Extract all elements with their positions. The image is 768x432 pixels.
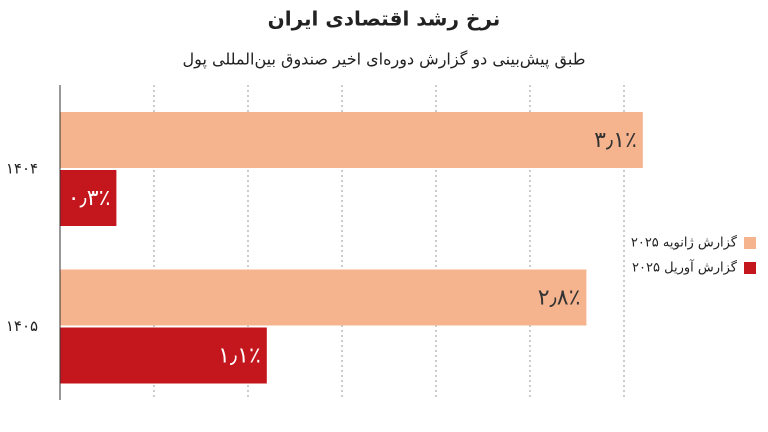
bar	[60, 269, 587, 326]
y-tick-label: ۱۴۰۴	[6, 160, 38, 178]
data-label: ۳٫۱٪	[594, 128, 637, 153]
legend-swatch	[744, 237, 756, 249]
chart-subtitle: طبق پیش‌بینی دو گزارش دوره‌ای اخیر صندوق…	[183, 50, 586, 70]
data-label: ۰٫۳٪	[68, 186, 111, 211]
bar	[60, 327, 267, 384]
chart-title: نرخ رشد اقتصادی ایران	[268, 7, 501, 31]
bar	[60, 112, 643, 168]
bar	[60, 170, 117, 226]
data-label: ۱٫۱٪	[218, 344, 261, 369]
legend-label: گزارش آوریل ۲۰۲۵	[632, 259, 738, 276]
legend-label: گزارش ژانویه ۲۰۲۵	[631, 235, 738, 251]
y-tick-label: ۱۴۰۵	[6, 317, 38, 335]
data-label: ۲٫۸٪	[538, 286, 581, 311]
legend-swatch	[744, 262, 756, 274]
